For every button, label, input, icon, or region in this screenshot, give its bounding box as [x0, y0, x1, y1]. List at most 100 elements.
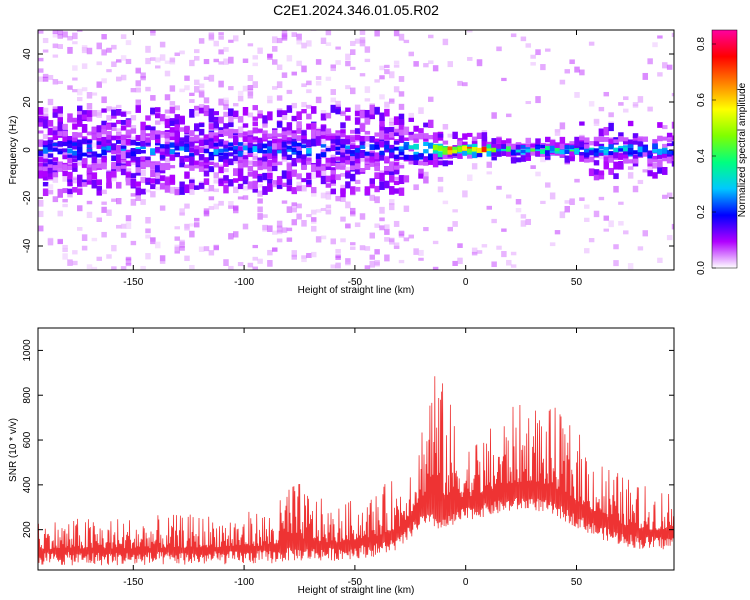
spectrogram-cell [218, 129, 224, 135]
spectrogram-cell [608, 143, 614, 150]
spectrogram-cell [257, 148, 263, 154]
spectrogram-cell [67, 259, 73, 266]
spectrogram-cell [286, 137, 293, 141]
spectrogram-cell [618, 154, 624, 160]
spectrogram-cell [91, 179, 98, 189]
spectrogram-cell [262, 214, 268, 218]
spectrogram-cell [174, 145, 180, 151]
spectrogram-cell [57, 238, 63, 245]
spectrogram-cell [315, 166, 322, 171]
spectrogram-cell [291, 250, 297, 257]
spectrogram-cell [579, 152, 585, 156]
spectrogram-cell [325, 133, 332, 138]
spectrogram-cell [47, 162, 54, 172]
spectrogram-cell [228, 144, 234, 149]
spectrogram-cell [57, 162, 63, 169]
spectrogram-cell [452, 260, 458, 266]
spectrogram-cell [491, 261, 497, 268]
spectrogram-cell [81, 63, 88, 69]
spectrogram-cell [330, 264, 336, 269]
spectrogram-cell [120, 150, 127, 159]
spectrogram-cell [169, 85, 176, 92]
spectrogram-cell [233, 206, 239, 214]
spectrogram-cell [374, 107, 380, 115]
spectrogram-cell [111, 106, 117, 111]
spectrogram-cell [393, 165, 400, 170]
spectrogram-cell [364, 86, 371, 93]
spectrogram-cell [125, 40, 132, 46]
spectrogram-cell [38, 30, 44, 34]
spectrogram-cell [62, 148, 68, 153]
spectrogram-cell [530, 148, 536, 152]
spectrogram-cell [184, 223, 190, 231]
spectrogram-cell [267, 166, 273, 172]
spectrogram-cell [652, 172, 658, 179]
spectrogram-cell [257, 160, 263, 166]
spectrogram-cell [471, 143, 478, 150]
colorbar-tick-label: 0.2 [696, 205, 707, 219]
spectrogram-cell [72, 132, 78, 138]
spectrogram-cell [530, 151, 536, 156]
spectrogram-cell [345, 262, 351, 266]
spectrogram-cell [237, 167, 244, 177]
spectrogram-cell [627, 166, 634, 170]
spectrogram-cell [569, 151, 575, 157]
spectrogram-cell [174, 119, 180, 125]
spectrogram-cell [218, 148, 224, 153]
spectrogram-cell [379, 225, 385, 231]
spectrogram-cell [447, 61, 453, 68]
spectrogram-cell [120, 232, 127, 238]
spectrogram-cell [286, 171, 293, 180]
spectrogram-cell [228, 39, 234, 43]
spectrogram-cell [608, 112, 614, 118]
spectrogram-cell [81, 182, 88, 187]
spectrogram-cell [340, 139, 346, 145]
spectrogram-cell [666, 157, 673, 164]
spectrogram-cell [486, 144, 492, 149]
spectrogram-cell [86, 92, 93, 99]
spectrogram-cell [603, 156, 610, 162]
snr-frame [37, 327, 675, 571]
spectrogram-cell [389, 170, 395, 176]
x-tick-label: -100 [234, 577, 254, 588]
spectrogram-cell [428, 34, 434, 39]
spectrogram-cell [428, 156, 434, 165]
spectrogram-cell [57, 80, 63, 85]
spectrogram-cell [218, 116, 224, 124]
spectrogram-cell [228, 201, 234, 208]
spectrogram-cell [613, 173, 619, 180]
spectrogram-cell [418, 257, 424, 261]
spectrogram-cell [218, 141, 224, 147]
spectrogram-cell [276, 141, 283, 151]
y-tick-label: 600 [22, 431, 33, 448]
spectrogram-cell [62, 175, 68, 182]
spectrogram-cell [203, 208, 210, 215]
spectrogram-cell [515, 157, 522, 163]
spectrogram-cell [233, 155, 239, 162]
spectrogram-cell [101, 34, 107, 40]
spectrogram-cell [306, 161, 312, 165]
spectrogram-cell [623, 147, 629, 152]
spectrogram-cell [67, 150, 73, 158]
spectrogram-cell [38, 166, 44, 171]
spectrogram-cell [111, 125, 117, 131]
spectrogram-cell [111, 109, 117, 116]
spectrogram-cell [150, 148, 156, 152]
spectrogram-cell [281, 227, 288, 233]
spectrogram-cell [330, 154, 336, 159]
spectrogram-cell [467, 30, 473, 33]
spectrogram-cell [218, 98, 224, 106]
spectrogram-cell [481, 132, 488, 142]
spectrogram-cell [627, 120, 634, 127]
spectrogram-cell [671, 121, 674, 129]
spectrogram-cell [159, 145, 166, 152]
spectrogram-cell [155, 138, 161, 144]
spectrogram-cell [276, 238, 283, 243]
spectrogram-cell [384, 148, 390, 153]
spectrogram-cell [481, 130, 488, 134]
spectrogram-cell [584, 204, 590, 209]
spectrogram-cell [174, 131, 180, 138]
spectrogram-cell [389, 148, 395, 153]
spectrogram-cell [311, 165, 317, 169]
spectrogram-cell [330, 135, 336, 140]
